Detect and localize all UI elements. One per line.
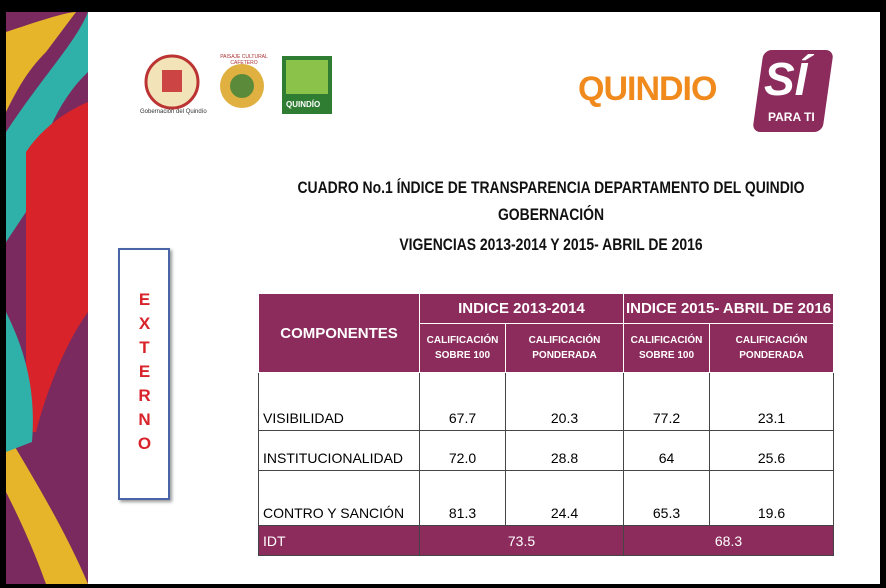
row-label: INSTITUCIONALIDAD [258,430,420,471]
cell: 81.3 [419,470,506,526]
sub-header: CALIFICACIÓN SOBRE 100 [419,323,506,373]
cell: 65.3 [623,470,710,526]
sub-header-line: CALIFICACIÓN [630,335,703,346]
total-label: IDT [258,525,420,556]
index-table: COMPONENTES INDICE 2013-2014 INDICE 2015… [258,293,834,556]
logo-caption: QUINDÍO [286,100,321,109]
cell: 25.6 [709,430,834,471]
header-cell: COMPONENTES [258,293,420,373]
cell: 19.6 [709,470,834,526]
logos [144,54,332,114]
sub-header: CALIFICACIÓN PONDERADA [709,323,834,373]
sub-header-line: CALIFICACIÓN [735,335,808,346]
cell: 28.8 [505,430,624,471]
title-line: GOBERNACIÓN [497,205,605,224]
cell: 20.3 [505,372,624,431]
decorative-band [6,12,88,584]
logo-caption: Gobernación del Quindío [140,109,207,115]
title-line: VIGENCIAS 2013-2014 Y 2015- ABRIL DE 201… [399,235,703,254]
cell: 67.7 [419,372,506,431]
sub-header: CALIFICACIÓN SOBRE 100 [623,323,710,373]
sub-header-line: SOBRE 100 [638,350,695,361]
sub-header-line: PONDERADA [532,350,597,361]
sub-header-line: SOBRE 100 [434,350,491,361]
group-header: INDICE 2013-2014 [419,293,624,324]
brand-accent: SÍ [764,53,808,105]
total-cell: 68.3 [623,525,834,556]
brand-name: QUINDIO [578,70,717,108]
title-line: CUADRO No.1 ÍNDICE DE TRANSPARENCIA DEPA… [297,178,805,197]
sub-header-line: PONDERADA [739,350,804,361]
cell: 24.4 [505,470,624,526]
row-label: CONTRO Y SANCIÓN [258,470,420,526]
group-header: INDICE 2015- ABRIL DE 2016 [623,293,834,324]
cell: 72.0 [419,430,506,471]
cell: 23.1 [709,372,834,431]
side-box: EXTERNO [118,248,170,500]
slide: Gobernación del Quindío PAISAJE CULTURAL… [6,12,880,584]
total-cell: 73.5 [419,525,624,556]
sub-header-line: CALIFICACIÓN [528,335,601,346]
cell: 77.2 [623,372,710,431]
brand-tagline: PARA TI [768,110,815,124]
logo-caption: PAISAJE CULTURAL CAFETERO [220,54,268,66]
sub-header-line: CALIFICACIÓN [426,335,499,346]
sub-header: CALIFICACIÓN PONDERADA [505,323,624,373]
row-label: VISIBILIDAD [258,372,420,431]
side-label: EXTERNO [135,290,154,458]
cell: 64 [623,430,710,471]
